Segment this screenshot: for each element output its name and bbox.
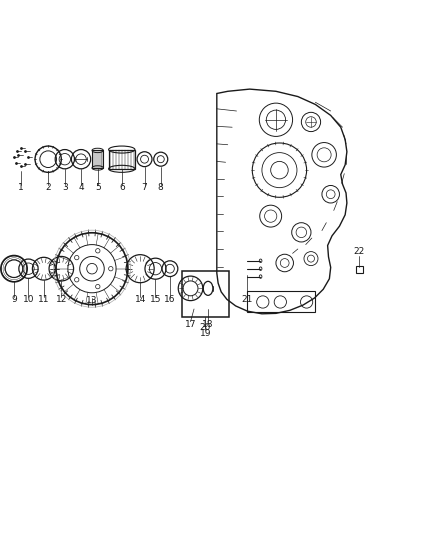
Text: 3: 3 <box>62 183 68 192</box>
Text: 16: 16 <box>164 295 176 304</box>
Text: 2: 2 <box>46 183 51 192</box>
Text: 22: 22 <box>353 247 365 255</box>
Text: 1: 1 <box>18 183 24 192</box>
Text: 19: 19 <box>200 329 211 338</box>
Bar <box>247 292 315 312</box>
Text: 21: 21 <box>242 295 253 304</box>
Text: 15: 15 <box>150 295 161 304</box>
Text: 20: 20 <box>200 324 211 333</box>
Text: 14: 14 <box>134 295 146 304</box>
Bar <box>92 150 103 168</box>
Text: 5: 5 <box>95 183 101 192</box>
Bar <box>109 150 135 169</box>
Text: 6: 6 <box>119 183 125 192</box>
Text: 17: 17 <box>185 320 196 329</box>
Text: 4: 4 <box>78 183 84 192</box>
Text: 12: 12 <box>56 295 67 304</box>
Text: 9: 9 <box>11 295 17 304</box>
Text: 8: 8 <box>158 183 164 192</box>
Bar <box>182 271 229 317</box>
Text: 13: 13 <box>86 296 98 305</box>
Text: 18: 18 <box>202 320 214 329</box>
Text: 7: 7 <box>141 183 148 192</box>
Text: 10: 10 <box>23 295 34 304</box>
Text: 11: 11 <box>38 295 49 304</box>
Bar <box>356 266 363 273</box>
